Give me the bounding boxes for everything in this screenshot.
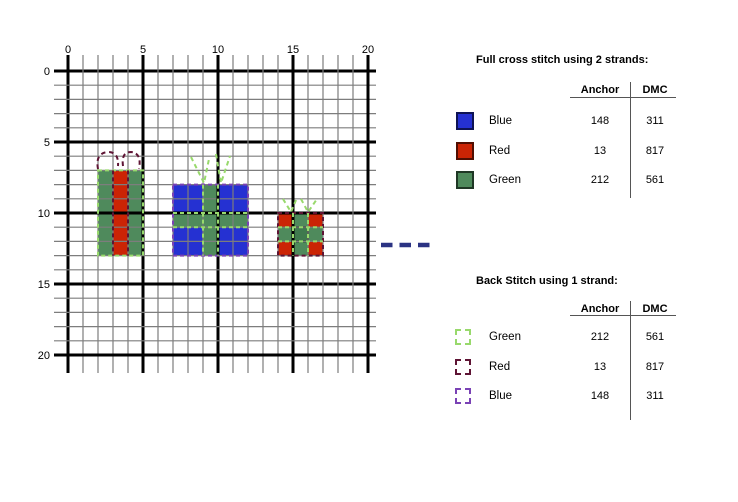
legend-row: Blue 148 311 bbox=[446, 107, 698, 137]
column-divider bbox=[630, 301, 631, 420]
dmc-column-header: DMC bbox=[642, 84, 668, 96]
color-name-label: Blue bbox=[489, 390, 513, 402]
dmc-value: 561 bbox=[645, 331, 665, 343]
back-stitch-legend-rows: Green 212 561 Red 13 817 Blue 148 311 bbox=[446, 323, 698, 412]
axis-tick-label-left: 5 bbox=[44, 137, 50, 149]
legend-row: Green 212 561 bbox=[446, 166, 698, 196]
axis-tick-label-top: 5 bbox=[140, 44, 146, 56]
color-name-label: Red bbox=[489, 144, 511, 157]
anchor-column-header: Anchor bbox=[580, 84, 620, 96]
axis-tick-label-left: 10 bbox=[38, 208, 50, 220]
stitch-block bbox=[173, 213, 248, 228]
header-rule bbox=[570, 97, 676, 98]
backstitch-swatch-green bbox=[455, 329, 471, 345]
axis-tick-label-top: 15 bbox=[287, 44, 299, 56]
back-stitch-legend-title: Back Stitch using 1 strand: bbox=[476, 275, 618, 287]
color-swatch-blue bbox=[456, 112, 474, 130]
stitch-block bbox=[278, 213, 293, 228]
bow-backstitch bbox=[121, 150, 141, 170]
color-name-label: Red bbox=[489, 360, 511, 373]
axis-tick-label-top: 10 bbox=[212, 44, 224, 56]
color-name-label: Green bbox=[489, 331, 521, 343]
legend-row: Red 13 817 bbox=[446, 137, 698, 167]
stitch-block bbox=[278, 227, 293, 242]
back-stitch-legend-panel: Back Stitch using 1 strand: Anchor DMC G… bbox=[446, 271, 698, 443]
stitch-block bbox=[308, 227, 323, 242]
color-swatch-green bbox=[456, 171, 474, 189]
backstitch-outline bbox=[97, 169, 144, 257]
legend-row: Red 13 817 bbox=[446, 353, 698, 383]
stitch-block bbox=[293, 213, 308, 228]
axis-tick-label-top: 0 bbox=[65, 44, 71, 56]
anchor-column-header: Anchor bbox=[580, 303, 620, 315]
axis-tick-label-left: 0 bbox=[44, 66, 50, 78]
stitch-block bbox=[292, 226, 309, 243]
legend-row: Blue 148 311 bbox=[446, 382, 698, 412]
legend-row: Green 212 561 bbox=[446, 323, 698, 353]
anchor-value: 13 bbox=[593, 144, 607, 157]
anchor-value: 148 bbox=[590, 115, 610, 127]
dmc-value: 817 bbox=[645, 360, 665, 373]
full-stitch-legend-title: Full cross stitch using 2 strands: bbox=[476, 54, 649, 66]
dmc-value: 311 bbox=[646, 390, 664, 402]
backstitch-outline bbox=[172, 183, 249, 257]
color-name-label: Green bbox=[489, 174, 521, 186]
full-stitch-legend-panel: Full cross stitch using 2 strands: Ancho… bbox=[446, 50, 698, 222]
color-name-label: Blue bbox=[489, 115, 513, 127]
bow-backstitch bbox=[190, 156, 210, 187]
header-rule bbox=[570, 315, 676, 316]
stitch-block bbox=[293, 241, 308, 256]
stitch-block bbox=[278, 241, 293, 256]
column-divider bbox=[630, 82, 631, 198]
stitch-block bbox=[308, 241, 323, 256]
color-swatch-red bbox=[456, 141, 474, 160]
stitch-block bbox=[308, 213, 323, 228]
bow-backstitch bbox=[215, 153, 231, 184]
bow-backstitch bbox=[300, 198, 318, 214]
full-stitch-legend-rows: Blue 148 311 Red 13 817 Green 212 561 bbox=[446, 107, 698, 196]
dmc-column-header: DMC bbox=[642, 303, 668, 315]
anchor-value: 212 bbox=[590, 174, 610, 186]
dmc-value: 561 bbox=[645, 174, 665, 186]
dmc-value: 817 bbox=[645, 144, 665, 157]
bow-backstitch bbox=[96, 150, 120, 170]
axis-tick-label-left: 15 bbox=[38, 279, 50, 291]
dmc-value: 311 bbox=[646, 115, 664, 127]
anchor-value: 212 bbox=[590, 331, 610, 343]
backstitch-outline bbox=[277, 212, 324, 257]
backstitch-swatch-blue bbox=[455, 388, 471, 404]
anchor-value: 13 bbox=[593, 360, 607, 373]
axis-tick-label-left: 20 bbox=[38, 350, 50, 362]
anchor-value: 148 bbox=[590, 390, 610, 402]
axis-tick-label-top: 20 bbox=[362, 44, 374, 56]
backstitch-swatch-red bbox=[455, 358, 471, 375]
